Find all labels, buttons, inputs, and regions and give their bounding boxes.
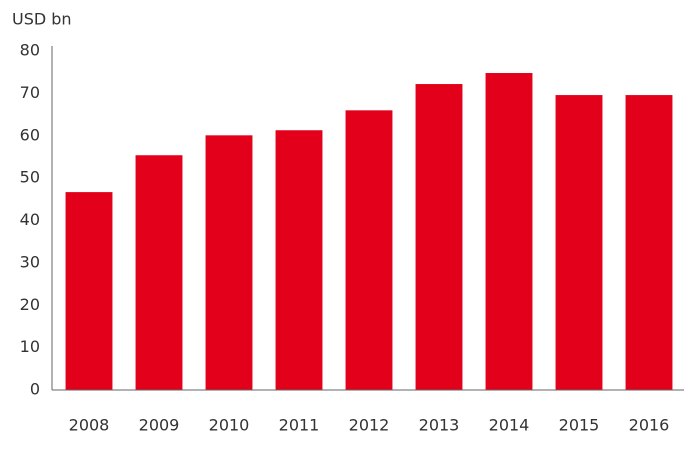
x-tick-label: 2009: [139, 416, 180, 435]
bar: [625, 95, 673, 390]
bar: [415, 84, 463, 391]
y-tick-label: 40: [20, 210, 40, 229]
y-tick-label: 60: [20, 125, 40, 144]
y-axis-label: USD bn: [12, 10, 72, 29]
x-tick-label: 2010: [209, 416, 250, 435]
y-tick-label: 20: [20, 295, 40, 314]
y-tick-label: 0: [30, 380, 40, 399]
y-tick-label: 10: [20, 337, 40, 356]
y-tick-label: 50: [20, 168, 40, 187]
x-tick-label: 2015: [559, 416, 600, 435]
bar: [555, 95, 603, 390]
x-tick-label: 2012: [349, 416, 390, 435]
bar: [485, 73, 533, 390]
x-tick-label: 2011: [279, 416, 320, 435]
bar: [135, 155, 183, 390]
x-tick-label: 2008: [69, 416, 110, 435]
x-tick-label: 2016: [629, 416, 670, 435]
y-tick-label: 70: [20, 83, 40, 102]
bar: [275, 130, 323, 390]
x-tick-label: 2013: [419, 416, 460, 435]
y-tick-label: 30: [20, 252, 40, 271]
y-tick-label: 80: [20, 41, 40, 60]
bar: [205, 135, 253, 390]
x-tick-label: 2014: [489, 416, 530, 435]
bar: [345, 110, 393, 390]
bar: [65, 192, 113, 390]
